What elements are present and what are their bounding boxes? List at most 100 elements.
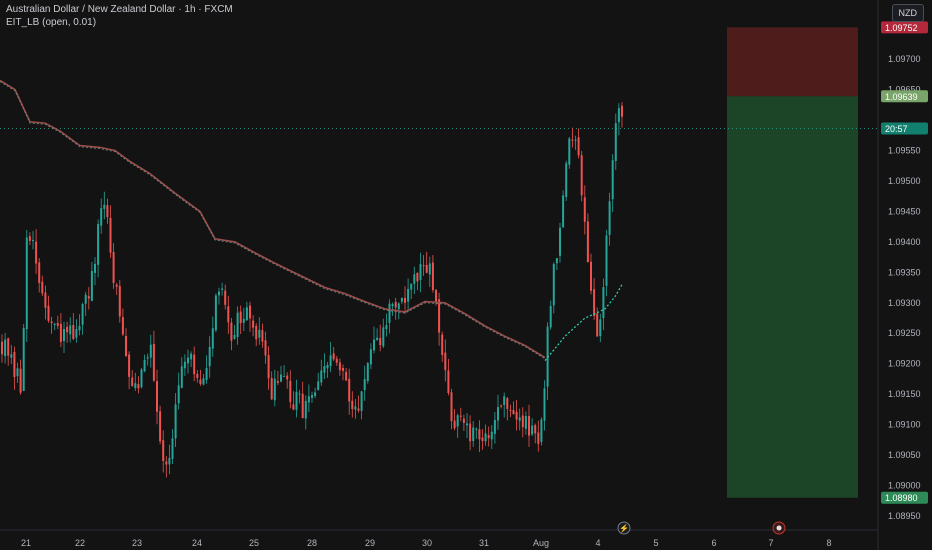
candle-body xyxy=(264,340,267,356)
y-tick-label: 1.09700 xyxy=(888,54,921,64)
candle-body xyxy=(183,361,186,369)
candle-body xyxy=(304,400,307,419)
y-tick-label: 1.09200 xyxy=(888,359,921,369)
candle-body xyxy=(484,433,487,442)
candle-body xyxy=(214,295,217,331)
candle-body xyxy=(586,221,589,263)
candle-body xyxy=(283,376,286,378)
candle-body xyxy=(171,438,174,459)
candle-body xyxy=(190,353,193,360)
moving-average-dotted xyxy=(0,81,546,360)
candle-body xyxy=(537,432,540,444)
candle-body xyxy=(388,303,391,323)
x-tick-label: 5 xyxy=(653,538,658,548)
y-tick-label: 1.09150 xyxy=(888,389,921,399)
candle-body xyxy=(602,287,605,319)
currency-button[interactable]: NZD xyxy=(891,4,924,22)
x-tick-label: 23 xyxy=(132,538,142,548)
candle-body xyxy=(125,336,127,357)
candle-body xyxy=(329,355,332,367)
candle-body xyxy=(78,325,81,331)
candle-body xyxy=(22,328,25,391)
candle-body xyxy=(35,241,38,264)
candle-body xyxy=(69,325,72,335)
candle-body xyxy=(447,370,450,394)
candle-body xyxy=(41,281,44,294)
candle-body xyxy=(549,306,552,328)
price-tag-bg xyxy=(881,90,928,103)
candle-body xyxy=(118,286,121,317)
candle-body xyxy=(112,252,115,283)
candle-body xyxy=(540,419,543,442)
candle-body xyxy=(323,366,326,373)
candle-body xyxy=(307,396,310,403)
candle-body xyxy=(332,353,335,360)
candle-body xyxy=(400,297,403,302)
candle-body xyxy=(441,334,444,355)
candle-body xyxy=(193,354,196,375)
candle-body xyxy=(435,289,437,302)
candle-body xyxy=(255,325,258,340)
candle-body xyxy=(90,270,93,301)
candle-body xyxy=(351,400,354,410)
candle-body xyxy=(72,325,75,339)
candle-body xyxy=(562,195,565,228)
price-tag-label: 1.09639 xyxy=(885,92,918,102)
y-tick-label: 1.09000 xyxy=(888,481,921,491)
x-tick-label: 30 xyxy=(422,538,432,548)
x-tick-label: 8 xyxy=(826,538,831,548)
candle-body xyxy=(342,368,344,371)
y-tick-label: 1.09050 xyxy=(888,450,921,460)
candle-body xyxy=(404,297,406,303)
candle-body xyxy=(273,378,276,401)
candle-body xyxy=(314,392,317,396)
candle-body xyxy=(180,366,183,388)
candle-body xyxy=(311,395,313,398)
x-tick-label: 24 xyxy=(192,538,202,548)
moving-average-line xyxy=(0,79,546,359)
candle-body xyxy=(292,404,295,410)
candle-body xyxy=(512,410,515,415)
stop-loss-zone xyxy=(727,27,858,97)
candle-body xyxy=(466,423,468,426)
candle-body xyxy=(326,365,329,369)
candle-body xyxy=(38,262,41,283)
candle-body xyxy=(357,408,360,411)
candle-body xyxy=(261,330,264,342)
candle-body xyxy=(348,378,351,402)
candle-body xyxy=(16,368,19,377)
symbol-title: Australian Dollar / New Zealand Dollar ·… xyxy=(6,4,233,15)
y-tick-label: 1.09250 xyxy=(888,328,921,338)
candle-body xyxy=(515,411,518,420)
candle-body xyxy=(382,327,385,347)
candle-body xyxy=(59,324,62,342)
take-profit-zone xyxy=(727,96,858,498)
candle-body xyxy=(63,328,65,342)
candle-body xyxy=(425,264,428,273)
candle-body xyxy=(211,328,214,349)
lightning-event-icon[interactable] xyxy=(617,521,631,535)
candle-body xyxy=(143,359,146,372)
candle-body xyxy=(509,409,512,411)
candle-body xyxy=(419,264,422,281)
candle-body xyxy=(87,296,90,299)
y-tick-label: 1.09300 xyxy=(888,298,921,308)
y-tick-label: 1.09500 xyxy=(888,176,921,186)
x-tick-label: 25 xyxy=(249,538,259,548)
y-tick-label: 1.09550 xyxy=(888,145,921,155)
candle-body xyxy=(168,457,171,465)
candle-body xyxy=(472,427,475,442)
x-tick-label: 22 xyxy=(75,538,85,548)
candle-body xyxy=(621,105,623,117)
candle-body xyxy=(44,292,47,308)
candle-body xyxy=(196,373,199,378)
price-tag-label: 1.08980 xyxy=(885,493,918,503)
price-tag-bg xyxy=(881,491,928,504)
candle-body xyxy=(521,415,524,428)
price-tag-bg xyxy=(881,122,928,135)
candle-body xyxy=(233,335,236,339)
candle-body xyxy=(230,322,233,341)
candle-body xyxy=(590,261,592,291)
candle-body xyxy=(394,301,397,308)
